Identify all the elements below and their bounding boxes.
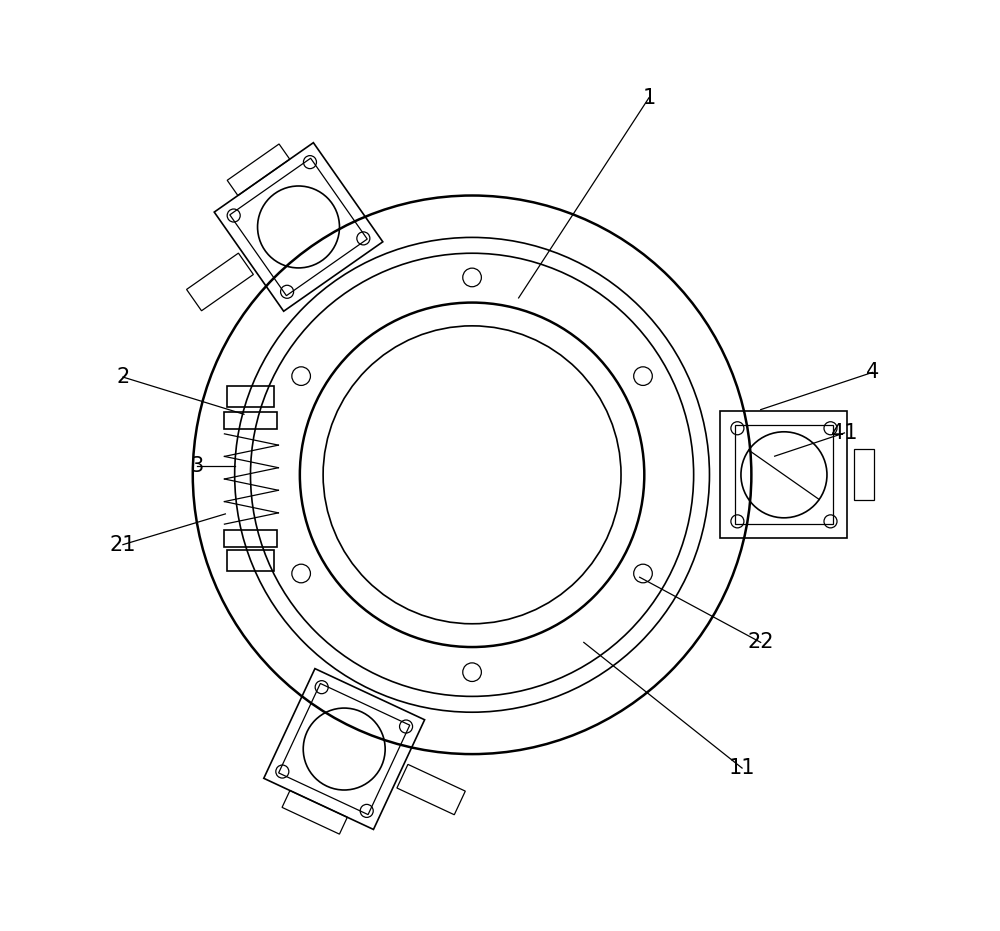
Text: 41: 41 (831, 423, 858, 443)
Text: 22: 22 (747, 632, 774, 653)
Text: 3: 3 (191, 455, 204, 476)
Text: 11: 11 (729, 758, 755, 778)
Text: 1: 1 (642, 88, 656, 108)
Text: 4: 4 (866, 362, 879, 383)
Text: 21: 21 (110, 534, 136, 555)
Text: 2: 2 (116, 367, 130, 387)
